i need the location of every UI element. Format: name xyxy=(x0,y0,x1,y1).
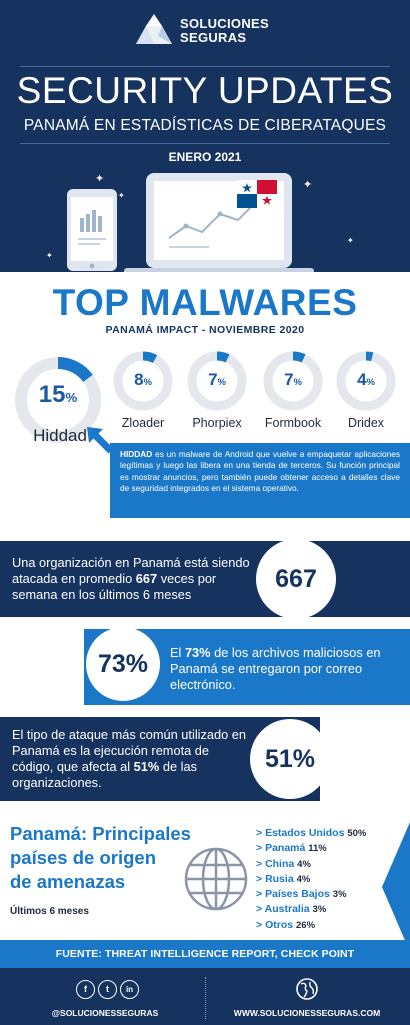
twitter-icon[interactable]: t xyxy=(98,980,117,999)
malware-name-formbook: Formbook xyxy=(264,416,322,430)
arrow-icon xyxy=(87,427,114,454)
malware-value-dridex: 4% xyxy=(357,370,375,389)
donut-arc-hiddad xyxy=(15,357,101,443)
country-name: Países Bajos xyxy=(265,888,330,901)
malware-value-hiddad: 15% xyxy=(38,381,78,408)
web-globe-icon xyxy=(296,978,318,1000)
countries-list: > Estados Unidos 50% > Panamá 11% > China … xyxy=(256,826,366,933)
globe-icon xyxy=(184,847,248,911)
stat-circle-rce: 51% xyxy=(250,719,330,799)
stat-text-email: El 73% de los archivos maliciosos en Pan… xyxy=(170,645,381,692)
countries-title-line3: de amenazas xyxy=(10,871,126,892)
country-item: > Otros 26% xyxy=(256,918,366,933)
divider-top xyxy=(20,66,390,67)
country-name: Rusia xyxy=(265,872,294,885)
sparkle-icon: ✦ xyxy=(347,236,354,245)
malware-donuts xyxy=(15,351,396,443)
country-value: 50% xyxy=(347,828,367,839)
decorative-triangle xyxy=(382,822,410,952)
country-name: Otros xyxy=(265,918,294,931)
footer-divider xyxy=(205,977,206,1019)
sparkle-icon: ✦ xyxy=(95,173,105,185)
page-title: SECURITY UPDATES xyxy=(16,70,394,111)
country-value: 3% xyxy=(332,889,347,901)
malware-value-phorpiex: 7% xyxy=(208,370,226,389)
stat-circle-attacks: 667 xyxy=(256,539,336,619)
sparkle-icon: ✦ xyxy=(303,179,313,191)
countries-title-line1: Panamá: Principales xyxy=(10,823,191,844)
malware-name-hiddad: Hiddad xyxy=(33,426,87,445)
bullet-arrow-icon: > xyxy=(256,842,266,855)
country-name: Panamá xyxy=(265,842,306,855)
country-name: Australia xyxy=(264,903,310,916)
website-link[interactable]: WWW.SOLUCIONESSEGURAS.COM xyxy=(233,1008,381,1018)
social-links: f t in xyxy=(76,980,139,1000)
stat-text-attacks: Una organización en Panamá está siendo a… xyxy=(12,555,250,602)
malwares-title: TOP MALWARES xyxy=(52,282,358,323)
stat-band-attacks: Una organización en Panamá está siendo a… xyxy=(0,539,410,619)
countries-period: Últimos 6 meses xyxy=(10,906,89,917)
bullet-arrow-icon: > xyxy=(256,827,266,839)
stat-circle-email: 73% xyxy=(86,627,160,701)
country-item: > China 4% xyxy=(256,857,366,872)
stat-text-rce: El tipo de ataque más común utilizado en… xyxy=(12,727,247,790)
country-value: 3% xyxy=(312,904,327,916)
bullet-arrow-icon: > xyxy=(256,857,266,870)
country-value: 4% xyxy=(297,858,311,870)
malware-value-zloader: 8% xyxy=(134,370,152,389)
bullet-arrow-icon: > xyxy=(256,872,266,885)
brand-name-line1: SOLUCIONES xyxy=(180,16,269,31)
social-handle[interactable]: @SOLUCIONESSEGURAS xyxy=(51,1008,159,1018)
country-item: > Países Bajos 3% xyxy=(256,887,366,902)
country-value: 26% xyxy=(296,919,316,931)
brand-name-line2: SEGURAS xyxy=(180,30,247,45)
donut-arc-dridex xyxy=(336,351,396,411)
tablet-illustration xyxy=(67,189,117,271)
countries-title-line2: países de origen xyxy=(10,847,156,868)
brand-name: SOLUCIONES SEGURAS xyxy=(180,17,269,45)
country-name: China xyxy=(265,857,295,870)
donut-arc-formbook xyxy=(263,351,323,411)
donut-arc-zloader xyxy=(113,351,173,411)
bullet-arrow-icon: > xyxy=(256,888,266,901)
sparkle-icon: ✦ xyxy=(46,251,53,260)
linkedin-icon[interactable]: in xyxy=(120,980,139,999)
page-subtitle: PANAMÁ EN ESTADÍSTICAS DE CIBERATAQUES xyxy=(23,117,387,134)
country-name: Estados Unidos xyxy=(265,827,345,839)
malwares-subtitle: PANAMÁ IMPACT - NOVIEMBRE 2020 xyxy=(105,324,305,336)
country-item: > Estados Unidos 50% xyxy=(256,826,366,841)
laptop-illustration xyxy=(124,173,314,272)
brand-logo: SOLUCIONES SEGURAS xyxy=(132,12,282,52)
malware-value-formbook: 7% xyxy=(284,370,302,389)
malware-name-phorpiex: Phorpiex xyxy=(192,416,242,430)
panama-flag-icon xyxy=(237,180,277,208)
country-value: 11% xyxy=(308,843,327,855)
country-value: 4% xyxy=(296,873,311,885)
sparkle-icon: ✦ xyxy=(118,191,125,200)
facebook-icon[interactable]: f xyxy=(76,980,95,999)
date-label: ENERO 2021 xyxy=(168,150,242,164)
hiddad-description: HIDDAD es un malware de Android que vuel… xyxy=(110,443,410,518)
footer: f t in @SOLUCIONESSEGURAS WWW.SOLUCIONES… xyxy=(0,968,410,1025)
source-banner: FUENTE: THREAT INTELLIGENCE REPORT, CHEC… xyxy=(0,940,410,968)
malware-name-zloader: Zloader xyxy=(121,416,165,430)
stat-band-rce: El tipo de ataque más común utilizado en… xyxy=(0,717,330,801)
bullet-arrow-icon: > xyxy=(256,903,265,916)
country-item: > Rusia 4% xyxy=(256,872,366,887)
header-section: SOLUCIONES SEGURAS SECURITY UPDATES PANA… xyxy=(0,0,410,272)
divider-bottom xyxy=(20,143,390,144)
stat-band-email: 73% El 73% de los archivos maliciosos en… xyxy=(84,627,410,705)
bullet-arrow-icon: > xyxy=(256,918,266,931)
country-item: > Panamá 11% xyxy=(256,841,366,856)
donut-arc-phorpiex xyxy=(187,351,247,411)
country-item: > Australia 3% xyxy=(256,902,366,917)
malware-name-dridex: Dridex xyxy=(347,416,385,430)
countries-title: Panamá: Principales países de origen de … xyxy=(10,822,191,894)
logo-icon xyxy=(136,14,172,44)
hiddad-name: HIDDAD xyxy=(120,449,153,459)
hiddad-desc-text: es un malware de Android que vuelve a em… xyxy=(120,449,400,494)
